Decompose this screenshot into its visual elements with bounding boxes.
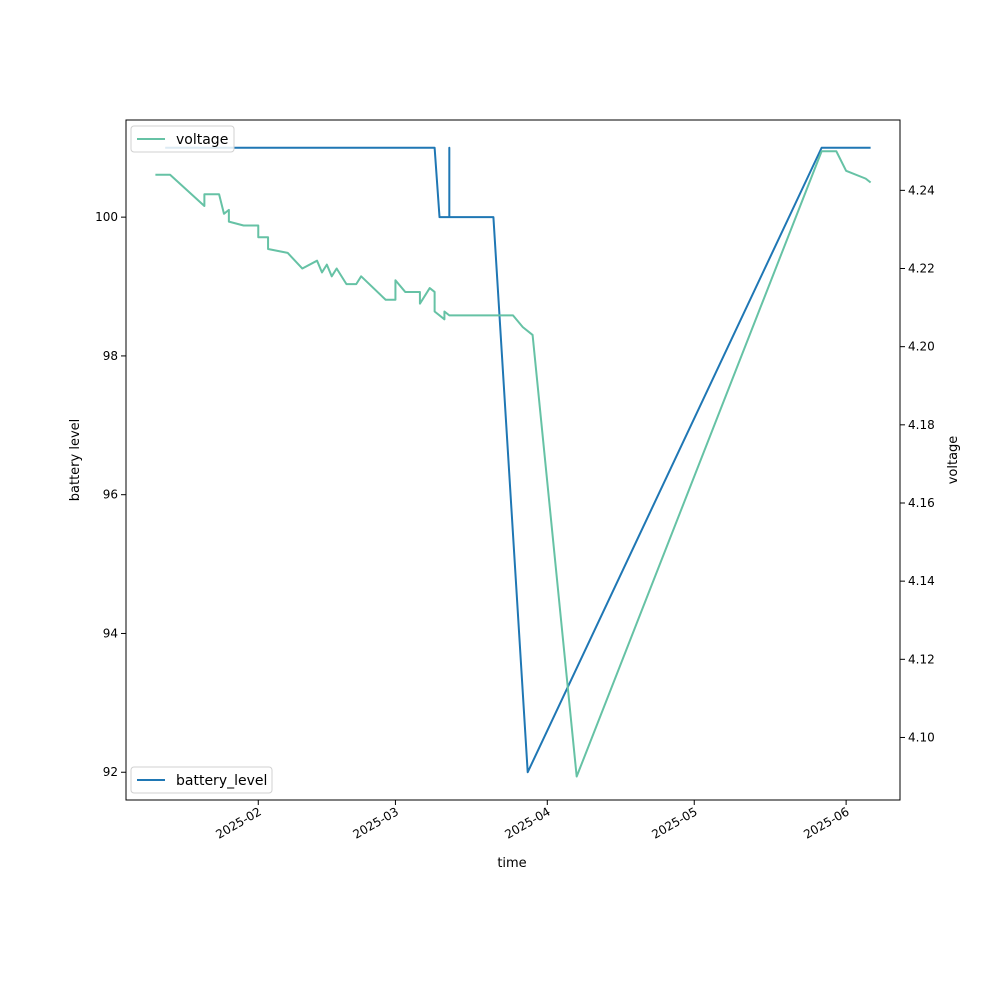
y-left-tick-label-1: 94	[103, 626, 118, 640]
y-left-tick-label-0: 92	[103, 765, 118, 779]
y-right-tick-label-2: 4.14	[908, 574, 935, 588]
series-line-battery-level	[165, 146, 871, 774]
series-line-voltage	[155, 150, 872, 778]
y-right-tick-label-5: 4.20	[908, 340, 935, 354]
y-left-tick-label-2: 96	[103, 488, 118, 502]
y-axis-left-title: battery level	[68, 419, 83, 502]
legend-voltage-label: voltage	[176, 132, 228, 148]
y-left-tick-label-4: 100	[95, 210, 118, 224]
legend-battery-level-box	[130, 766, 273, 794]
y-axis-right: 4.10 4.12 4.14 4.16 4.18 4.20 4.22 4.24	[900, 183, 935, 744]
y-right-tick-label-7: 4.24	[908, 183, 935, 197]
series-layer	[155, 146, 872, 778]
y-axis-left: 92 94 96 98 100	[95, 210, 126, 779]
y-right-tick-label-0: 4.10	[908, 730, 935, 744]
y-left-tick-label-3: 98	[103, 349, 118, 363]
y-right-tick-label-3: 4.16	[908, 496, 935, 510]
y-right-tick-label-6: 4.22	[908, 262, 935, 276]
y-right-tick-label-4: 4.18	[908, 418, 935, 432]
legend-voltage-box	[130, 125, 235, 153]
x-axis-title: time	[497, 856, 526, 871]
y-right-tick-label-1: 4.12	[908, 652, 935, 666]
legend-voltage: voltage	[130, 125, 235, 153]
legend-battery-level: battery_level	[130, 766, 273, 794]
plot-frame	[125, 119, 901, 801]
y-axis-right-title: voltage	[946, 436, 961, 485]
legend-battery-level-label: battery_level	[176, 773, 267, 789]
